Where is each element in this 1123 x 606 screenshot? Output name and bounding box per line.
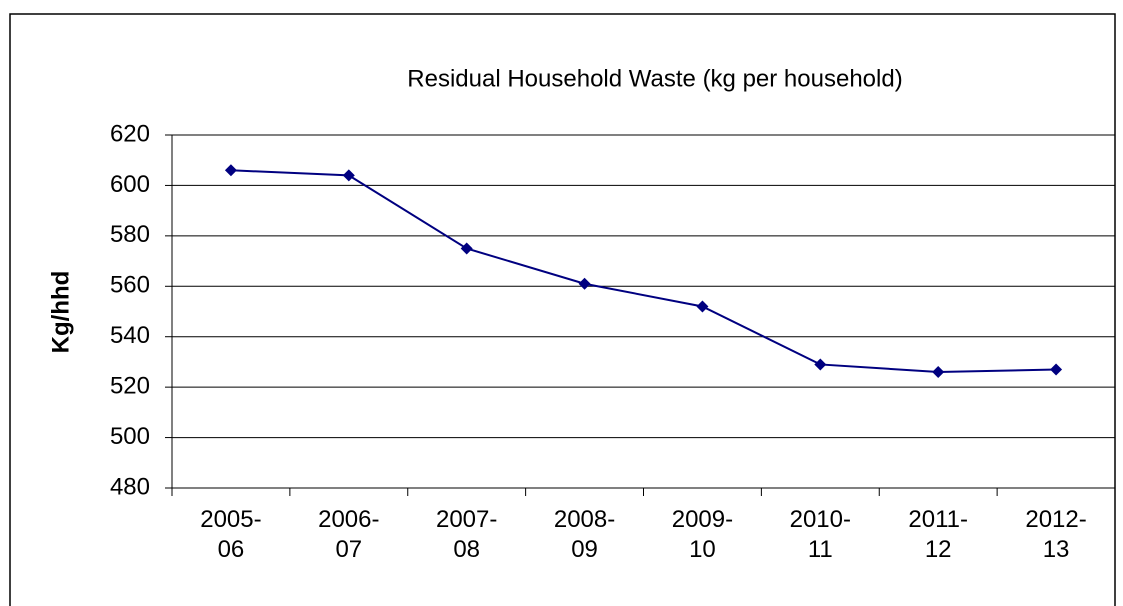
y-tick-label: 580: [110, 221, 150, 248]
x-tick-label: 2010-11: [789, 506, 851, 563]
y-tick-label: 540: [110, 322, 150, 349]
chart-border: [9, 13, 1116, 606]
data-point: [932, 366, 945, 379]
data-point: [814, 358, 827, 371]
x-tick-label: 2005-06: [200, 506, 262, 563]
x-tick-label: 2007-08: [435, 506, 498, 563]
data-point: [578, 277, 591, 290]
y-tick-label: 560: [110, 272, 150, 299]
data-point: [342, 169, 355, 182]
y-axis-label: Kg/hhd: [47, 271, 74, 354]
x-tick-label: 2006-07: [318, 506, 380, 563]
data-point: [460, 242, 473, 255]
x-tick-label: 2009-10: [671, 506, 734, 563]
data-point: [224, 164, 237, 177]
y-tick-label: 620: [110, 120, 150, 147]
x-tick-label: 2008-09: [553, 506, 616, 563]
y-tick-label: 500: [110, 423, 150, 450]
data-point: [696, 300, 709, 313]
y-tick-label: 480: [110, 473, 150, 500]
x-tick-label: 2012-13: [1025, 506, 1087, 563]
data-point: [1050, 363, 1063, 376]
series-line: [230, 169, 1057, 374]
chart-title: Residual Household Waste (kg per househo…: [407, 65, 902, 92]
y-tick-label: 520: [110, 372, 150, 399]
y-tick-label: 600: [110, 171, 150, 198]
x-tick-label: 2011-12: [908, 506, 968, 563]
